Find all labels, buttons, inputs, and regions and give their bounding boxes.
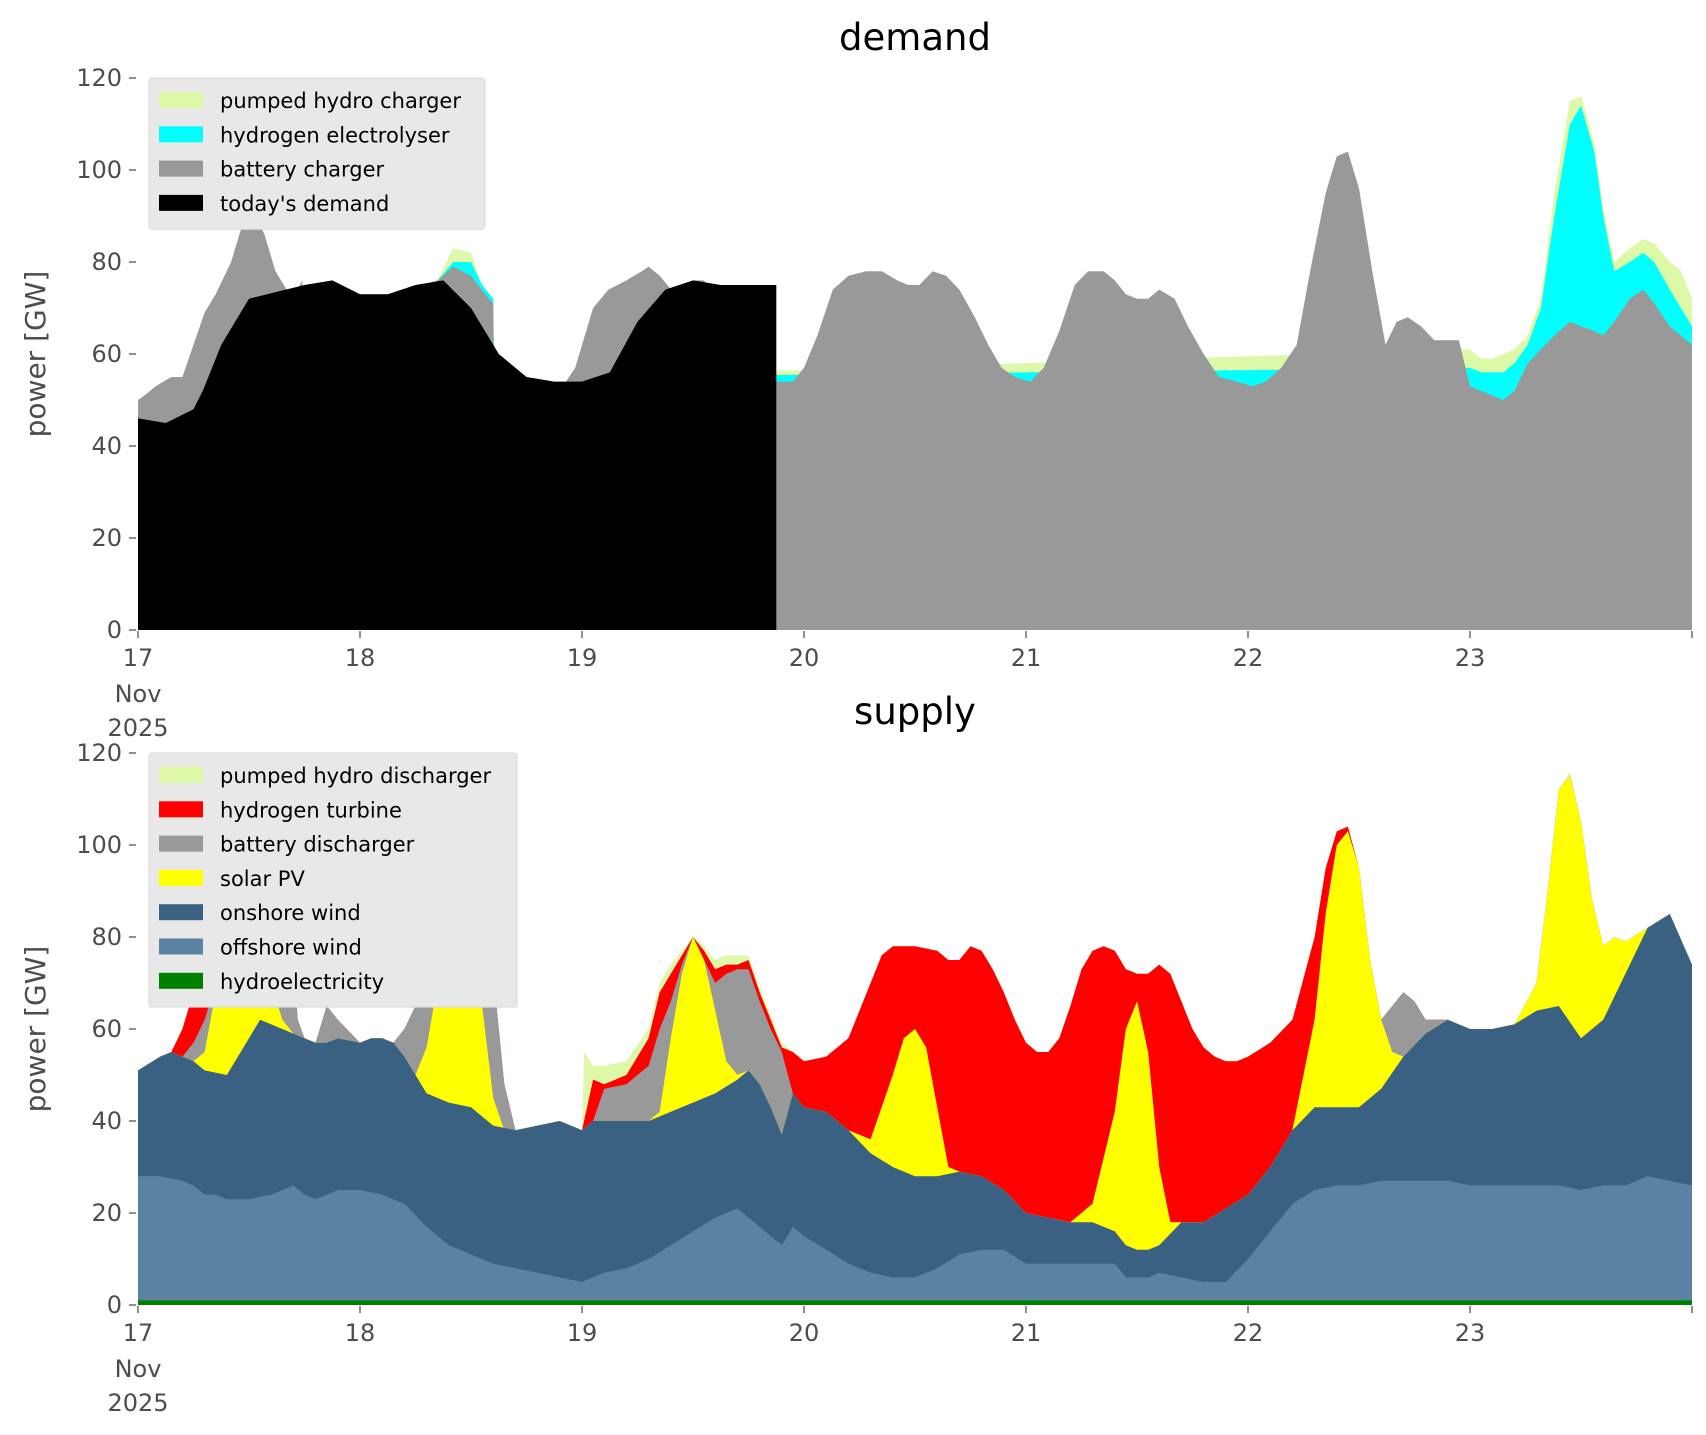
- y-tick-label: 120: [76, 64, 122, 92]
- legend-swatch-hydrogen-turbine: [159, 801, 203, 818]
- legend-box: [148, 77, 486, 230]
- x-tick-label: 19: [567, 644, 598, 672]
- x-tick-label: 21: [1011, 644, 1042, 672]
- legend-swatch-today-s-demand: [159, 194, 203, 211]
- y-tick-label: 60: [91, 340, 122, 368]
- legend-box: [148, 752, 518, 1008]
- area-series-today-s-demand: [138, 280, 777, 630]
- legend-label-battery-charger: battery charger: [220, 158, 385, 182]
- y-tick-label: 20: [91, 524, 122, 552]
- legend-label-pumped-hydro-charger: pumped hydro charger: [220, 89, 461, 113]
- legend-swatch-pumped-hydro-charger: [159, 92, 203, 108]
- y-axis-label: power [GW]: [19, 946, 52, 1113]
- chart-title: demand: [839, 16, 991, 59]
- y-tick-label: 0: [107, 1291, 122, 1319]
- x-tick-sublabel: Nov: [115, 1355, 162, 1383]
- x-tick-label: 23: [1455, 644, 1486, 672]
- y-tick-label: 0: [107, 616, 122, 644]
- legend-swatch-onshore-wind: [159, 904, 203, 921]
- x-tick-label: 18: [345, 644, 376, 672]
- area-series-hydroelectricity: [138, 1300, 1692, 1305]
- legend-swatch-hydrogen-electrolyser: [159, 126, 203, 143]
- y-tick-label: 100: [76, 156, 122, 184]
- x-tick-label: 20: [789, 1319, 820, 1347]
- x-tick-label: 22: [1233, 644, 1264, 672]
- y-tick-label: 100: [76, 831, 122, 859]
- legend-label-hydrogen-turbine: hydrogen turbine: [220, 798, 402, 822]
- y-tick-label: 80: [91, 248, 122, 276]
- legend-label-battery-discharger: battery discharger: [220, 833, 415, 857]
- legend-label-pumped-hydro-discharger: pumped hydro discharger: [220, 764, 491, 788]
- x-tick-label: 17: [123, 644, 154, 672]
- legend-swatch-solar-pv: [159, 869, 203, 886]
- legend-swatch-pumped-hydro-discharger: [159, 767, 203, 783]
- legend-label-onshore-wind: onshore wind: [220, 901, 361, 925]
- x-tick-label: 17: [123, 1319, 154, 1347]
- legend-label-hydroelectricity: hydroelectricity: [220, 970, 384, 994]
- x-tick-label: 22: [1233, 1319, 1264, 1347]
- y-tick-label: 60: [91, 1015, 122, 1043]
- x-tick-sublabel: 2025: [107, 714, 168, 742]
- legend-label-hydrogen-electrolyser: hydrogen electrolyser: [220, 123, 450, 147]
- x-tick-label: 19: [567, 1319, 598, 1347]
- legend-label-offshore-wind: offshore wind: [220, 936, 362, 960]
- x-tick-label: 18: [345, 1319, 376, 1347]
- x-tick-sublabel: 2025: [107, 1389, 168, 1417]
- legend-swatch-hydroelectricity: [159, 972, 203, 989]
- area-series-battery-charger: [138, 151, 1692, 630]
- x-tick-label: 20: [789, 644, 820, 672]
- y-tick-label: 120: [76, 739, 122, 767]
- panel-supply: supply 0 20 40 60 80 100 120 17 Nov 2025 18 19 20 21 22…: [19, 690, 1693, 1417]
- panel-demand: demand 0 20 40 60 80 100 120 17 Nov 2025 18 19 20 21 22…: [19, 16, 1693, 742]
- x-tick-sublabel: Nov: [115, 680, 162, 708]
- legend-swatch-battery-discharger: [159, 835, 203, 852]
- y-tick-label: 20: [91, 1199, 122, 1227]
- x-tick-label: 21: [1011, 1319, 1042, 1347]
- legend-swatch-offshore-wind: [159, 938, 203, 955]
- x-tick-label: 23: [1455, 1319, 1486, 1347]
- y-tick-label: 40: [91, 432, 122, 460]
- y-tick-label: 40: [91, 1107, 122, 1135]
- area-series-offshore-wind: [138, 1176, 1692, 1305]
- y-tick-label: 80: [91, 923, 122, 951]
- legend: pumped hydro discharger hydrogen turbine b…: [148, 752, 518, 1008]
- legend-label-today-s-demand: today's demand: [220, 192, 389, 216]
- chart-title: supply: [854, 690, 976, 733]
- legend-label-solar-pv: solar PV: [220, 867, 305, 891]
- legend-swatch-battery-charger: [159, 160, 203, 177]
- legend: pumped hydro charger hydrogen electrolyse…: [148, 77, 486, 230]
- y-axis-label: power [GW]: [19, 271, 52, 438]
